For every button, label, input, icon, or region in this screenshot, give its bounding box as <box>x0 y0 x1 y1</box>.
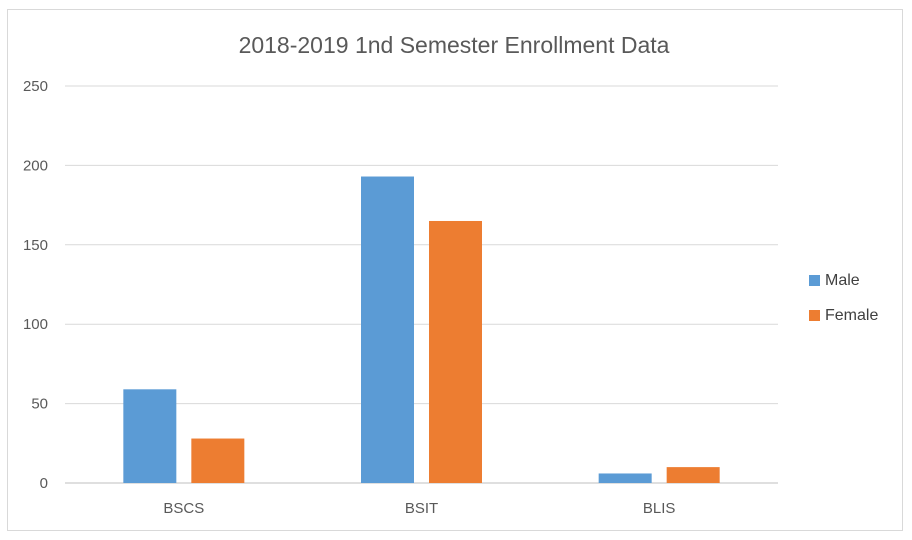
y-axis-ticks: 0 50 100 150 200 250 <box>23 78 48 492</box>
chart-title: 2018-2019 1nd Semester Enrollment Data <box>239 32 670 58</box>
y-tick-label: 250 <box>23 78 48 95</box>
gridlines <box>65 85 778 484</box>
y-tick-label: 150 <box>23 237 48 254</box>
bar-blis-female <box>666 467 720 483</box>
x-tick-label: BLIS <box>643 500 676 517</box>
legend-label-male: Male <box>825 272 860 289</box>
bars <box>123 176 720 484</box>
legend-swatch-female <box>809 310 820 321</box>
y-tick-label: 0 <box>40 475 48 492</box>
bar-bscs-male <box>123 389 177 483</box>
bar-bsit-male <box>361 176 414 484</box>
y-tick-label: 200 <box>23 157 48 174</box>
legend-swatch-male <box>809 275 820 286</box>
y-tick-label: 100 <box>23 316 48 333</box>
x-tick-label: BSIT <box>405 500 438 517</box>
bar-blis-male <box>598 473 652 483</box>
bar-bscs-female <box>191 438 245 483</box>
legend-label-female: Female <box>825 307 878 324</box>
x-tick-label: BSCS <box>163 500 204 517</box>
y-tick-label: 50 <box>31 396 48 413</box>
bar-bsit-female <box>429 220 482 484</box>
x-axis-ticks: BSCS BSIT BLIS <box>163 500 675 517</box>
legend: Male Female <box>809 272 878 324</box>
